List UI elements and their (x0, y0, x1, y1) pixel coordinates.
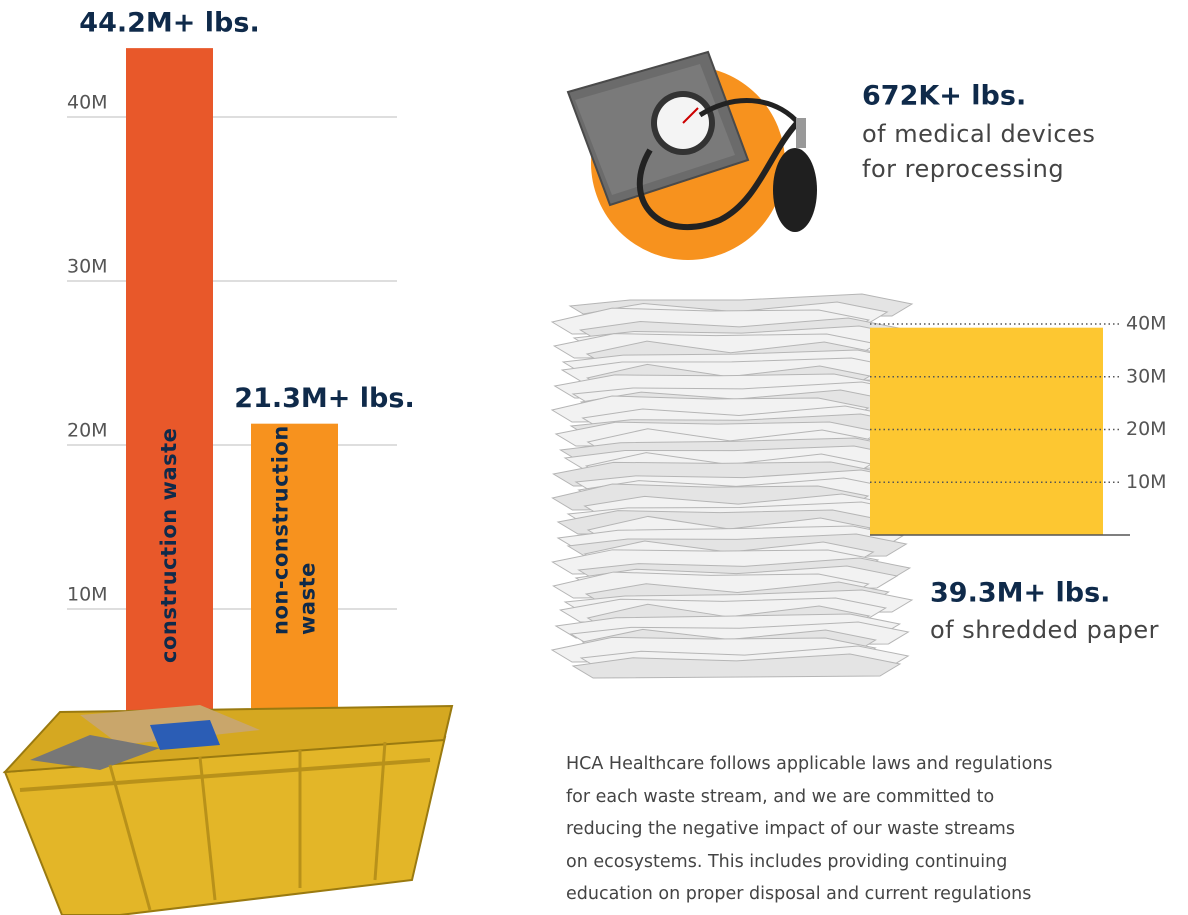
y-tick-label: 30M (1126, 365, 1167, 387)
y-tick-label: 40M (1126, 313, 1167, 335)
paper-stack (552, 294, 912, 678)
device-amount: 672K+ lbs. (862, 81, 1026, 112)
illustrations (568, 52, 817, 260)
page: {"chart_data": [ {"type": "bar", "catego… (0, 0, 1188, 915)
value-label: 21.3M+ lbs. (234, 383, 414, 414)
value-label: 39.3M+ lbs. (930, 578, 1110, 609)
bar (870, 328, 1103, 535)
category-label: non-construction waste (259, 425, 330, 635)
y-tick-label: 20M (1126, 418, 1167, 440)
category-label: construction waste (134, 400, 205, 690)
body-line: HCA Healthcare follows applicable laws a… (566, 748, 1188, 781)
body-line: education on proper disposal and current… (566, 878, 1188, 911)
y-tick-label: 10M (1126, 471, 1167, 493)
y-tick-label: 30M (67, 256, 108, 278)
dumpster (5, 705, 452, 915)
body-text: HCA Healthcare follows applicable laws a… (566, 748, 1188, 911)
body-line: for each waste stream, and we are commit… (566, 781, 1188, 814)
y-tick-label: 20M (67, 420, 108, 442)
device-desc: of medical devices (862, 120, 1095, 148)
device-desc: for reprocessing (862, 155, 1064, 183)
y-tick-label: 10M (67, 584, 108, 606)
value-label: 44.2M+ lbs. (79, 8, 259, 39)
body-line: reducing the negative impact of our wast… (566, 813, 1188, 846)
text-layer: 672K+ lbs. of medical devices for reproc… (862, 81, 1095, 184)
body-line: on ecosystems. This includes providing c… (566, 846, 1188, 879)
caption: of shredded paper (930, 616, 1159, 644)
y-tick-label: 40M (67, 92, 108, 114)
